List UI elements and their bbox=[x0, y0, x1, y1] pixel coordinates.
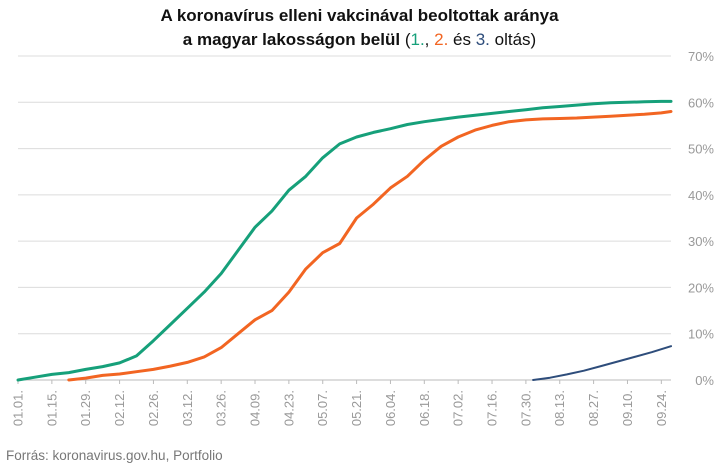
x-tick-label: 02.26. bbox=[146, 390, 161, 426]
chart-title-line1: A koronavírus elleni vakcinával beoltott… bbox=[160, 6, 559, 25]
x-tick-label: 01.15. bbox=[44, 390, 59, 426]
source-note: Forrás: koronavirus.gov.hu, Portfolio bbox=[6, 448, 223, 463]
title-dose3-label: 3. bbox=[475, 30, 490, 49]
x-tick-label: 06.04. bbox=[383, 390, 398, 426]
title-separator-2: és bbox=[448, 30, 476, 49]
y-tick-label: 70% bbox=[688, 49, 714, 64]
title-suffix: oltás) bbox=[489, 30, 537, 49]
x-tick-label: 03.12. bbox=[180, 390, 195, 426]
series-lines bbox=[16, 99, 673, 382]
x-tick-label: 04.09. bbox=[248, 390, 263, 426]
title-dose1-label: 1. bbox=[410, 30, 425, 49]
title-separator-1: , bbox=[424, 30, 435, 49]
y-tick-label: 30% bbox=[688, 234, 714, 249]
y-tick-label: 50% bbox=[688, 142, 714, 157]
y-tick-label: 10% bbox=[688, 327, 714, 342]
chart-title-line2: a magyar lakosságon belül (1., 2. és 3. … bbox=[0, 28, 719, 52]
chart-title: A koronavírus elleni vakcinával beoltott… bbox=[0, 4, 719, 52]
title-dose2-label: 2. bbox=[434, 30, 449, 49]
x-axis-tick-labels: 01.01. 01.15. 01.29. 02.12. 02.26. 03.12. 03.2… bbox=[11, 390, 669, 426]
x-tick-label: 04.23. bbox=[281, 390, 296, 426]
x-tick-label: 02.12. bbox=[112, 390, 127, 426]
x-tick-label: 03.26. bbox=[214, 390, 229, 426]
chart-title-line2-text: a magyar lakosságon belül bbox=[182, 30, 401, 49]
y-tick-label: 40% bbox=[688, 188, 714, 203]
title-open-paren: ( bbox=[400, 30, 411, 49]
x-tick-label: 08.27. bbox=[586, 390, 601, 426]
series-line-dose-1 bbox=[16, 99, 673, 382]
x-tick-label: 01.29. bbox=[78, 390, 93, 426]
x-tick-label: 07.30. bbox=[518, 390, 533, 426]
x-tick-label: 09.24. bbox=[654, 390, 669, 426]
y-tick-label: 0% bbox=[695, 373, 714, 388]
series-line-dose-3 bbox=[532, 345, 672, 381]
x-tick-label: 07.02. bbox=[451, 390, 466, 426]
x-tick-label: 05.21. bbox=[349, 390, 364, 426]
x-tick-label: 07.16. bbox=[485, 390, 500, 426]
x-tick-label: 01.01. bbox=[11, 390, 26, 426]
y-tick-label: 60% bbox=[688, 95, 714, 110]
x-tick-label: 08.13. bbox=[552, 390, 567, 426]
x-tick-label: 06.18. bbox=[417, 390, 432, 426]
x-tick-label: 05.07. bbox=[315, 390, 330, 426]
y-tick-label: 20% bbox=[688, 280, 714, 295]
y-axis-tick-labels: 0% 10% 20% 30% 40% 50% 60% 70% bbox=[688, 49, 714, 388]
grid-lines bbox=[17, 55, 671, 384]
x-tick-label: 09.10. bbox=[620, 390, 635, 426]
series-line-dose-2 bbox=[67, 110, 673, 382]
